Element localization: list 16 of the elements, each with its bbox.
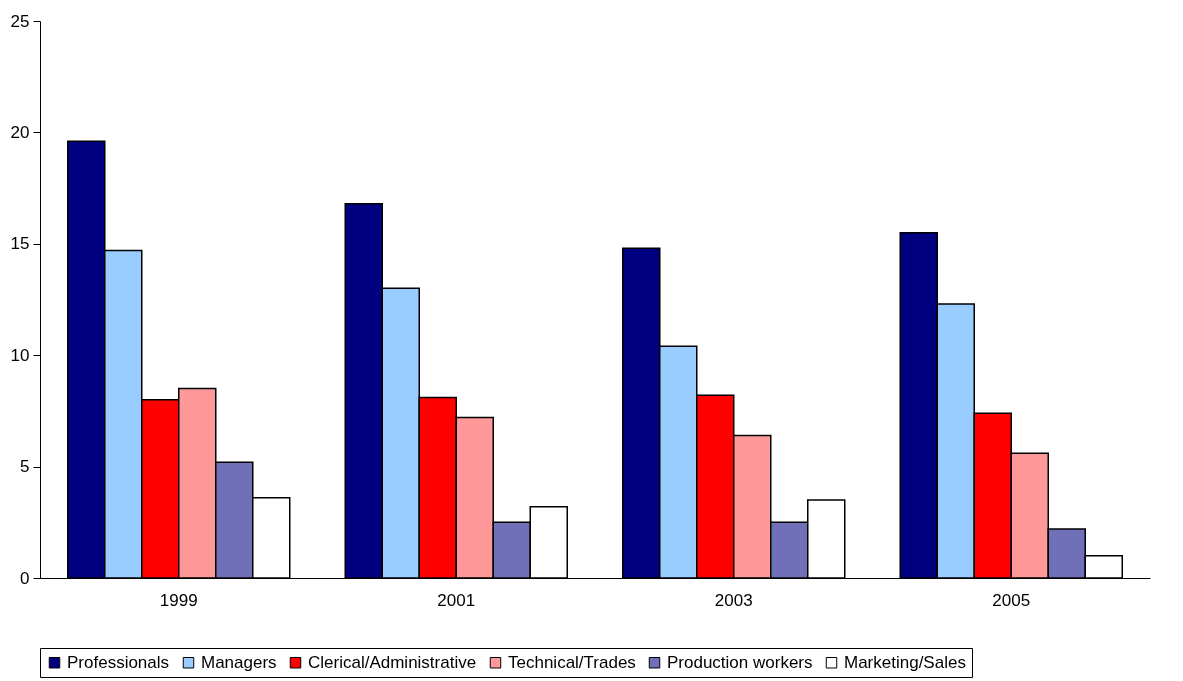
y-tick-label: 5 [20, 457, 30, 477]
legend-label: Clerical/Administrative [308, 652, 477, 672]
y-tick-label: 20 [10, 122, 30, 142]
x-tick-label: 2005 [992, 590, 1031, 610]
y-tick-label: 10 [10, 345, 30, 365]
y-tick-label: 25 [10, 11, 30, 31]
x-tick-label: 2001 [437, 590, 476, 610]
x-tick-label: 1999 [159, 590, 198, 610]
legend-label: Marketing/Sales [844, 652, 966, 672]
legend-label: Professionals [67, 652, 170, 672]
y-tick-label: 15 [10, 234, 30, 254]
legend-label: Production workers [667, 652, 813, 672]
legend-label: Managers [201, 652, 277, 672]
x-tick-label: 2003 [714, 590, 753, 610]
y-tick-label: 0 [20, 568, 30, 588]
legend-label: Technical/Trades [508, 652, 636, 672]
